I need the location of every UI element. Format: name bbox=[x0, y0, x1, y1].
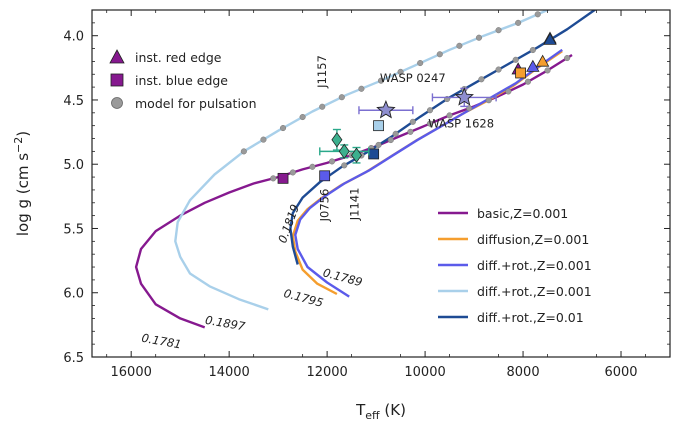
track-mass-label: 0.1789 bbox=[321, 265, 364, 289]
blue-edge-marker bbox=[319, 170, 331, 182]
legend-symbol-label: inst. red edge bbox=[135, 50, 222, 65]
object-label: WASP 1628 bbox=[428, 116, 494, 130]
model-point bbox=[270, 175, 277, 182]
track-mass-label: 0.1781 bbox=[140, 331, 182, 352]
legend-track-label: diff.+rot.,Z=0.01 bbox=[477, 310, 584, 325]
x-tick-label: 10000 bbox=[404, 365, 445, 380]
legend-layer: inst. red edge inst. blue edge model for p… bbox=[109, 49, 592, 325]
axes-layer: WASP 0247 WASP 1628 J1157 J0756 J1141 0.1781 0… bbox=[12, 9, 671, 422]
model-point bbox=[475, 34, 483, 41]
model-point bbox=[260, 136, 267, 143]
track-line-3 bbox=[174, 10, 551, 311]
model-point bbox=[505, 88, 512, 95]
y-tick-label: 5.5 bbox=[63, 222, 84, 237]
object-star-marker bbox=[454, 87, 474, 106]
legend-track-label: basic,Z=0.001 bbox=[477, 206, 568, 221]
red-edge-marker bbox=[535, 54, 550, 67]
model-point bbox=[289, 169, 296, 176]
y-tick-label: 6.5 bbox=[63, 351, 84, 366]
marks-layer bbox=[134, 3, 597, 329]
model-point bbox=[417, 60, 424, 67]
legend-square-icon bbox=[110, 73, 124, 87]
y-tick-label: 4.0 bbox=[63, 30, 84, 45]
x-tick-label: 16000 bbox=[111, 365, 152, 380]
x-tick-label: 6000 bbox=[604, 365, 637, 380]
model-point bbox=[564, 55, 571, 62]
model-point bbox=[328, 158, 336, 165]
model-point bbox=[341, 162, 348, 169]
object-diamond-marker bbox=[338, 143, 350, 160]
y-axis-title: log g (cm s−2) bbox=[12, 131, 32, 236]
object-diamond-marker bbox=[351, 147, 362, 163]
plot-frame bbox=[91, 9, 671, 358]
model-point bbox=[299, 113, 306, 121]
model-point bbox=[524, 78, 531, 85]
legend-symbol-label: model for pulsation bbox=[135, 96, 257, 111]
track-mass-label: 0.1897 bbox=[204, 313, 247, 334]
legend-symbol-label: inst. blue edge bbox=[135, 73, 228, 88]
legend-track-label: diffusion,Z=0.001 bbox=[477, 232, 589, 247]
x-tick-label: 12000 bbox=[306, 365, 347, 380]
legend-circle-icon bbox=[111, 97, 123, 109]
model-point bbox=[407, 128, 414, 135]
model-point bbox=[495, 27, 502, 34]
model-point bbox=[309, 163, 316, 170]
legend-triangle-icon bbox=[109, 49, 125, 64]
model-point bbox=[512, 56, 519, 63]
object-diamond-marker bbox=[331, 132, 343, 148]
model-point bbox=[478, 76, 485, 83]
model-point bbox=[555, 3, 561, 9]
red-edge-marker bbox=[526, 59, 540, 72]
model-point bbox=[426, 107, 434, 114]
blue-edge-marker bbox=[368, 148, 380, 160]
object-star-marker bbox=[376, 100, 396, 119]
model-point bbox=[436, 51, 443, 58]
blue-edge-marker bbox=[515, 67, 527, 79]
model-point bbox=[426, 120, 434, 127]
model-point bbox=[392, 130, 399, 137]
object-label: J0756 bbox=[317, 189, 331, 223]
y-tick-label: 6.0 bbox=[63, 287, 84, 302]
model-point bbox=[544, 67, 551, 74]
x-tick-label: 14000 bbox=[208, 365, 249, 380]
model-point bbox=[456, 42, 463, 49]
model-point bbox=[279, 125, 287, 132]
model-point bbox=[358, 85, 365, 92]
y-tick-label: 5.0 bbox=[63, 158, 84, 173]
model-point bbox=[409, 118, 416, 125]
model-point bbox=[387, 137, 394, 144]
model-point bbox=[397, 68, 404, 75]
x-tick-label: 8000 bbox=[507, 365, 540, 380]
model-point bbox=[515, 19, 522, 26]
x-axis-title: Teff (K) bbox=[355, 401, 406, 421]
model-point bbox=[485, 97, 492, 104]
object-label: J1157 bbox=[315, 55, 329, 89]
legend-track-label: diff.+rot.,Z=0.001 bbox=[477, 258, 592, 273]
track-mass-label: 0.1795 bbox=[282, 286, 325, 310]
model-point bbox=[377, 77, 385, 84]
object-label: WASP 0247 bbox=[380, 71, 446, 85]
model-point bbox=[375, 141, 382, 148]
legend-track-label: diff.+rot.,Z=0.001 bbox=[477, 284, 592, 299]
blue-edge-marker bbox=[373, 120, 384, 132]
model-point bbox=[534, 11, 541, 18]
model-point bbox=[495, 66, 502, 73]
model-point bbox=[319, 103, 326, 110]
model-point bbox=[529, 47, 536, 54]
y-tick-label: 4.5 bbox=[63, 94, 84, 109]
track-line-2 bbox=[294, 48, 563, 298]
object-label: J1141 bbox=[348, 188, 362, 222]
model-point bbox=[240, 148, 247, 155]
model-point bbox=[338, 94, 345, 101]
model-point bbox=[446, 112, 453, 119]
red-edge-marker bbox=[543, 32, 557, 45]
blue-edge-marker bbox=[277, 172, 289, 184]
